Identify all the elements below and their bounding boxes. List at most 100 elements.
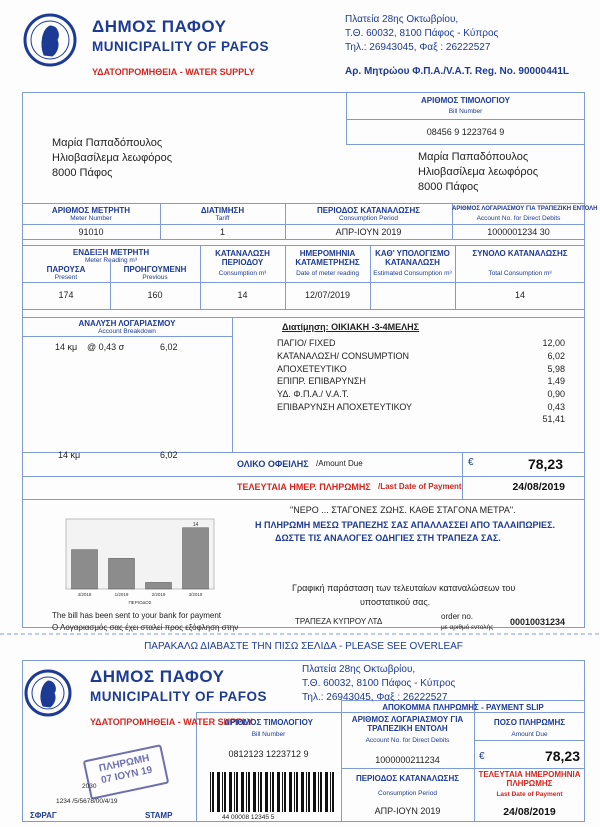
reading-table-meter-reading-previous-value: 160 <box>147 290 163 300</box>
slip-last-date-label-en: Last Date of Payment <box>496 791 563 798</box>
border <box>285 203 286 240</box>
x-tick-label: 3/2019 <box>189 592 203 597</box>
header-vat: Αρ. Μητρώου Φ.Π.Α./V.A.T. Reg. No. 90000… <box>345 66 569 77</box>
charges-items-5-label: ΕΠΙΒΑΡΥΝΣΗ ΑΠΟΧΕΤΕΥΤΙΚΟΥ <box>277 402 413 412</box>
meter-table-columns-1-label-en: Tariff <box>215 215 230 222</box>
slip-stamp-label: STAMP <box>145 811 173 820</box>
last-date-label-en: /Last Date of Payment <box>378 482 462 491</box>
meter-table-columns-2-label-gr: ΠΕΡΙΟΔΟΣ ΚΑΤΑΝΑΛΩΣΗΣ <box>316 206 421 215</box>
reading-table-columns-3-value: 14 <box>514 290 525 300</box>
bill-label-en: Bill Number <box>448 108 483 115</box>
consumption-chart: 4/2018 1/2019 2/2019 3/2019 14 ΠΕΡΙΟΔΟΣ <box>65 518 215 605</box>
meter-table-columns-3-label-gr: ΑΡΙΘΜΟΣ ΛΟΓΑΡΙΑΣΜΟΥ ΓΙΑ ΤΡΑΠΕΖΙΚΗ ΕΝΤΟΛΗ <box>452 206 598 212</box>
charges-items-1-label: ΚΑΤΑΝΑΛΩΣΗ/ CONSUMPTION <box>277 350 409 361</box>
header-address-0: Πλατεία 28ης Οκτωβρίου, <box>345 14 459 25</box>
barcode-bar <box>248 772 250 812</box>
reading-table-columns-1-value: 12/07/2019 <box>304 290 351 300</box>
slip-seal: ΣΦΡΑΓ <box>30 811 57 820</box>
bank-gr: Ο Λογαριασμός σας έχει σταλεί προς εξόφλ… <box>52 623 239 632</box>
breakdown-line-amount: 6,02 <box>160 342 178 352</box>
slip-account-label-en: Account No. for Direct Debits <box>365 737 450 744</box>
barcode <box>210 772 334 812</box>
header-address-1: Τ.Θ. 60032, 8100 Πάφος - Κύπρος <box>345 28 499 39</box>
barcode-bar <box>229 772 232 812</box>
barcode-bar <box>253 772 256 812</box>
chart-caption-1: υποστατικού σας. <box>360 597 431 607</box>
slip-logo <box>24 669 72 717</box>
border <box>455 245 456 310</box>
reading-table-meter-reading-previous-label-gr: ΠΡΟΗΓΟΥΜΕΝΗ <box>123 265 187 274</box>
meter-table-columns-0-value: 91010 <box>78 227 104 237</box>
rule <box>22 282 585 283</box>
last-date-value: 24/08/2019 <box>512 481 565 493</box>
customer-left-0: Μαρία Παπαδόπουλος <box>52 137 163 149</box>
meter-table-columns-1-value: 1 <box>219 227 225 237</box>
charges-items-3-amount: 1,49 <box>547 376 565 387</box>
breakdown-line-qty: 14 κμ <box>55 342 78 352</box>
border <box>474 740 585 741</box>
border <box>462 452 463 500</box>
meter-table-columns-3-label-en: Account No. for Direct Debits <box>476 215 561 222</box>
meter-table-columns-0-label-en: Meter Number <box>70 215 112 222</box>
charges-subtotal: 51,41 <box>542 414 565 424</box>
barcode-bar <box>296 772 298 812</box>
border <box>341 768 585 769</box>
reading-table-meter-reading-previous-label-en: Previous <box>142 274 168 281</box>
slip-amount-value: 78,23 <box>544 748 580 764</box>
x-tick-label: 1/2019 <box>115 592 129 597</box>
barcode-bar <box>301 772 304 812</box>
slip-header-address-2: Τηλ.: 26943045, Φαξ : 26222527 <box>302 692 448 703</box>
slip-period-label-gr: ΠΕΡΙΟΔΟΣ ΚΑΤΑΝΑΛΩΣΗΣ <box>355 774 460 783</box>
barcode-bar <box>222 772 223 812</box>
meter-table-columns-2-label-en: Consumption Period <box>339 215 398 222</box>
border <box>22 336 232 337</box>
barcode-bar <box>294 772 295 812</box>
barcode-bar <box>246 772 247 812</box>
header-address-2: Τηλ.: 26943045, Φαξ : 26222527 <box>345 42 491 53</box>
reading-table-columns-1-label-gr: ΗΜΕΡΟΜΗΝΙΑ ΚΑΤΑΜΕΤΡΗΣΗΣ <box>295 249 360 268</box>
border <box>196 712 585 713</box>
barcode-bar <box>272 772 274 812</box>
logo <box>23 13 77 67</box>
breakdown-total-qty: 14 κμ <box>58 450 81 460</box>
amount-due-label-gr: ΟΛΙΚΟ ΟΦΕΙΛΗΣ <box>237 459 309 469</box>
reading-table-columns-2-label-en: Estimated Consumption m³ <box>373 270 452 277</box>
barcode-bar <box>236 772 238 812</box>
customer-right-1: Ηλιοβασίλεμα λεωφόρος <box>418 166 539 178</box>
barcode-bar <box>332 772 334 812</box>
border <box>474 700 475 822</box>
reading-table-meter-reading-present-value: 174 <box>58 290 74 300</box>
x-axis-label: ΠΕΡΙΟΔΟΣ <box>128 600 151 605</box>
customer-right-2: 8000 Πάφος <box>418 181 479 193</box>
barcode-bar <box>260 772 262 812</box>
barcode-bar <box>212 772 214 812</box>
reading-table-columns-3-label-gr: ΣΥΝΟΛΟ ΚΑΤΑΝΑΛΩΣΗΣ <box>472 249 568 258</box>
reading-table-columns-1-label-en: Date of meter reading <box>296 270 359 277</box>
barcode-bar <box>241 772 244 812</box>
reading-table-columns-0-label-gr: ΚΑΤΑΝΑΛΩΣΗ ΠΕΡΙΟΔΟΥ <box>215 249 270 268</box>
barcode-bar <box>270 772 271 812</box>
slip-period-value: ΑΠΡ-ΙΟΥΝ 2019 <box>374 806 441 816</box>
reading-table-meter-reading-label-en: Meter Reading m³ <box>84 257 138 264</box>
barcode-bar <box>289 772 292 812</box>
bill-label-gr: ΑΡΙΘΜΟΣ ΤΙΜΟΛΟΓΙΟΥ <box>421 96 510 105</box>
reading-table-meter-reading-label-gr: ΕΝΔΕΙΞΗ ΜΕΤΡΗΤΗ <box>72 248 150 257</box>
barcode-bar <box>330 772 331 812</box>
bar-value-label: 14 <box>193 522 199 528</box>
customer-left-1: Ηλιοβασίλεμα λεωφόρος <box>52 152 173 164</box>
rule <box>22 224 585 225</box>
chart-caption-0: Γραφική παράσταση των τελευταίων καταναλ… <box>292 583 516 593</box>
amount-due-currency: € <box>468 457 474 468</box>
breakdown-line-rate: @ 0,43 σ <box>87 342 125 352</box>
reading-table-columns-0-label-en: Consumption m³ <box>218 270 267 277</box>
bill-box <box>346 92 585 145</box>
slip-bill-label-gr: ΑΡΙΘΜΟΣ ΤΙΜΟΛΟΓΙΟΥ <box>224 718 313 727</box>
border <box>285 245 286 310</box>
charges-items-4-label: ΥΔ. Φ.Π.Α./ V.A.T. <box>277 389 349 400</box>
messages-bank-gr-1: ΔΩΣΤΕ ΤΙΣ ΑΝΑΛΟΓΕΣ ΟΔΗΓΙΕΣ ΣΤΗ ΤΡΑΠΕΖΑ Σ… <box>275 533 501 543</box>
slip-barcode: 44 00008 12345 5 <box>222 814 275 821</box>
charges-items-3-label: ΕΠΙΠΡ. ΕΠΙΒΑΡΥΝΣΗ <box>277 376 366 387</box>
barcode-bar <box>320 772 322 812</box>
